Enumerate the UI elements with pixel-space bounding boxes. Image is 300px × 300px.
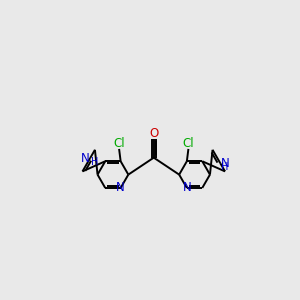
Text: N: N [182, 182, 191, 194]
Text: N: N [81, 152, 89, 165]
Text: H: H [221, 162, 228, 172]
Text: Cl: Cl [183, 137, 194, 150]
Text: Cl: Cl [113, 137, 125, 150]
Text: N: N [116, 182, 125, 194]
Text: H: H [91, 157, 98, 167]
Text: O: O [149, 127, 158, 140]
Text: N: N [221, 157, 230, 170]
